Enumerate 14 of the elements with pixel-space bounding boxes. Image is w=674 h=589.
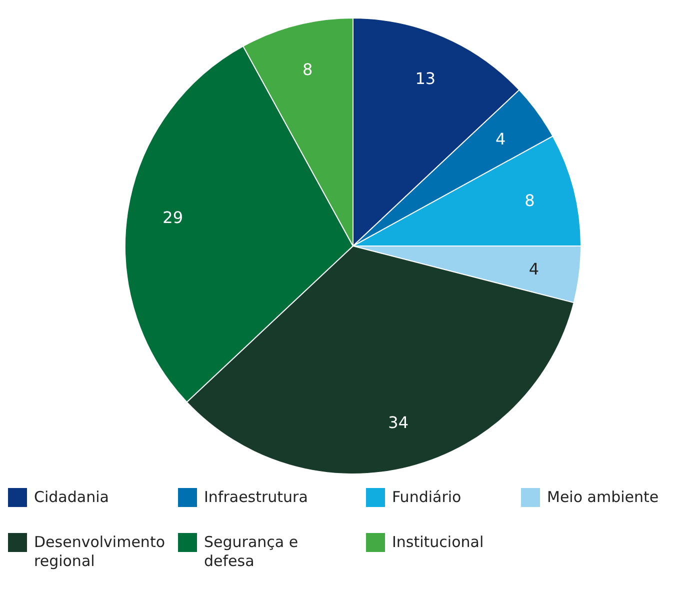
data-label: 34 [388,413,409,432]
legend-label: Infraestrutura [204,488,308,507]
legend-label: Segurança e defesa [204,533,300,571]
data-label: 8 [302,60,313,79]
data-label: 4 [528,259,540,278]
data-label: 8 [524,191,535,210]
data-label: 4 [495,129,506,148]
data-label: 13 [415,69,436,88]
legend-label: Institucional [392,533,484,552]
legend-label: Meio ambiente [547,488,659,507]
legend-label: Desenvolvimento regional [34,533,166,571]
legend-label: Cidadania [34,488,109,507]
legend-label: Fundiário [392,488,462,507]
data-label: 29 [162,208,184,227]
